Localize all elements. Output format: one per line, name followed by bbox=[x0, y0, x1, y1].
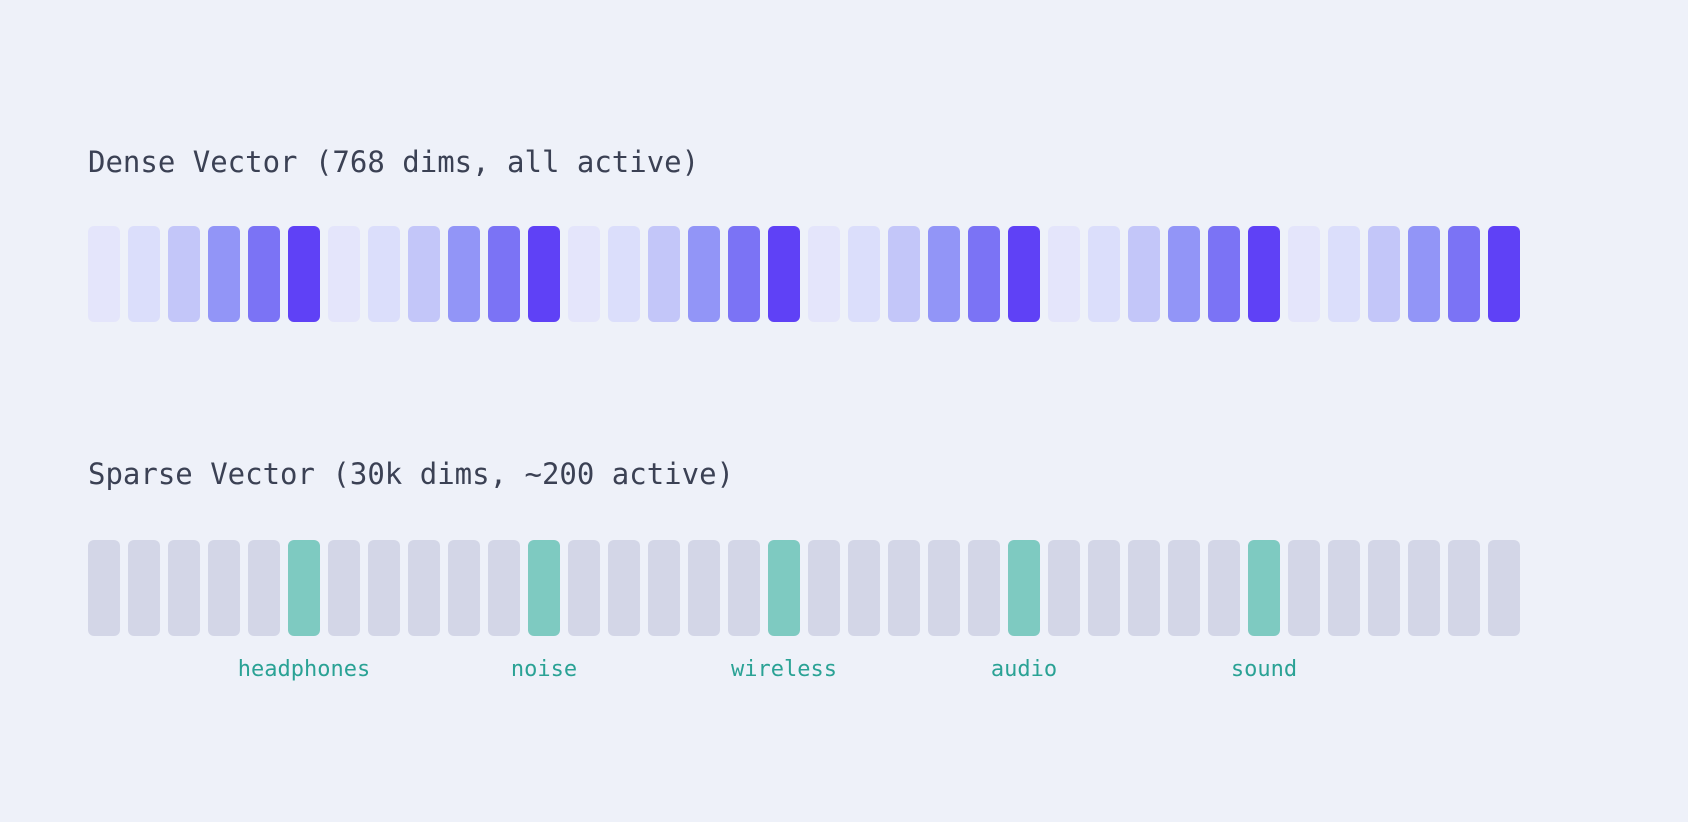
dense-cell bbox=[488, 226, 520, 322]
sparse-term-label-wireless: wireless bbox=[731, 657, 837, 682]
sparse-cell bbox=[408, 540, 440, 636]
sparse-cell bbox=[1448, 540, 1480, 636]
dense-cell bbox=[688, 226, 720, 322]
sparse-cell bbox=[568, 540, 600, 636]
sparse-cell bbox=[328, 540, 360, 636]
dense-cell bbox=[848, 226, 880, 322]
sparse-cell bbox=[1128, 540, 1160, 636]
sparse-cell bbox=[208, 540, 240, 636]
dense-cell bbox=[408, 226, 440, 322]
sparse-cell bbox=[1488, 540, 1520, 636]
sparse-vector-title: Sparse Vector (30k dims, ~200 active) bbox=[88, 457, 735, 491]
dense-cell bbox=[328, 226, 360, 322]
dense-cell bbox=[1368, 226, 1400, 322]
sparse-cell-active bbox=[1248, 540, 1280, 636]
dense-cell bbox=[248, 226, 280, 322]
dense-cell bbox=[1128, 226, 1160, 322]
dense-vector-title: Dense Vector (768 dims, all active) bbox=[88, 145, 700, 179]
dense-cell bbox=[968, 226, 1000, 322]
sparse-cell bbox=[1288, 540, 1320, 636]
sparse-cell bbox=[448, 540, 480, 636]
sparse-cell bbox=[368, 540, 400, 636]
sparse-cell bbox=[808, 540, 840, 636]
dense-cell bbox=[768, 226, 800, 322]
sparse-cell bbox=[168, 540, 200, 636]
sparse-cell bbox=[928, 540, 960, 636]
sparse-cell bbox=[1368, 540, 1400, 636]
dense-cell bbox=[448, 226, 480, 322]
dense-cell bbox=[128, 226, 160, 322]
sparse-term-label-audio: audio bbox=[990, 657, 1058, 682]
sparse-cell bbox=[128, 540, 160, 636]
dense-cell bbox=[1328, 226, 1360, 322]
dense-cell bbox=[208, 226, 240, 322]
dense-vector-row bbox=[88, 226, 1520, 322]
dense-cell bbox=[1248, 226, 1280, 322]
sparse-cell bbox=[688, 540, 720, 636]
dense-cell bbox=[1088, 226, 1120, 322]
sparse-cell bbox=[1408, 540, 1440, 636]
sparse-cell bbox=[968, 540, 1000, 636]
dense-cell bbox=[1488, 226, 1520, 322]
dense-cell bbox=[1448, 226, 1480, 322]
dense-cell bbox=[1048, 226, 1080, 322]
sparse-term-label-sound: sound bbox=[1230, 657, 1298, 682]
sparse-cell bbox=[488, 540, 520, 636]
dense-cell bbox=[1168, 226, 1200, 322]
sparse-vector-row bbox=[88, 540, 1520, 636]
dense-cell bbox=[88, 226, 120, 322]
dense-cell bbox=[648, 226, 680, 322]
sparse-cell bbox=[248, 540, 280, 636]
sparse-cell-active bbox=[1008, 540, 1040, 636]
sparse-cell bbox=[728, 540, 760, 636]
dense-cell bbox=[1408, 226, 1440, 322]
sparse-term-label-headphones: headphones bbox=[237, 657, 371, 682]
sparse-cell bbox=[848, 540, 880, 636]
dense-cell bbox=[928, 226, 960, 322]
dense-cell bbox=[288, 226, 320, 322]
dense-cell bbox=[1008, 226, 1040, 322]
sparse-cell bbox=[648, 540, 680, 636]
sparse-cell bbox=[608, 540, 640, 636]
dense-cell bbox=[728, 226, 760, 322]
sparse-cell bbox=[1048, 540, 1080, 636]
dense-cell bbox=[1288, 226, 1320, 322]
dense-cell bbox=[568, 226, 600, 322]
sparse-cell-active bbox=[528, 540, 560, 636]
dense-cell bbox=[888, 226, 920, 322]
sparse-term-label-noise: noise bbox=[510, 657, 578, 682]
dense-cell bbox=[368, 226, 400, 322]
dense-cell bbox=[808, 226, 840, 322]
sparse-cell bbox=[1088, 540, 1120, 636]
sparse-cell bbox=[1168, 540, 1200, 636]
sparse-cell bbox=[88, 540, 120, 636]
sparse-cell-active bbox=[288, 540, 320, 636]
sparse-cell-active bbox=[768, 540, 800, 636]
dense-cell bbox=[528, 226, 560, 322]
dense-cell bbox=[168, 226, 200, 322]
dense-cell bbox=[1208, 226, 1240, 322]
sparse-cell bbox=[1208, 540, 1240, 636]
sparse-cell bbox=[1328, 540, 1360, 636]
dense-cell bbox=[608, 226, 640, 322]
sparse-cell bbox=[888, 540, 920, 636]
